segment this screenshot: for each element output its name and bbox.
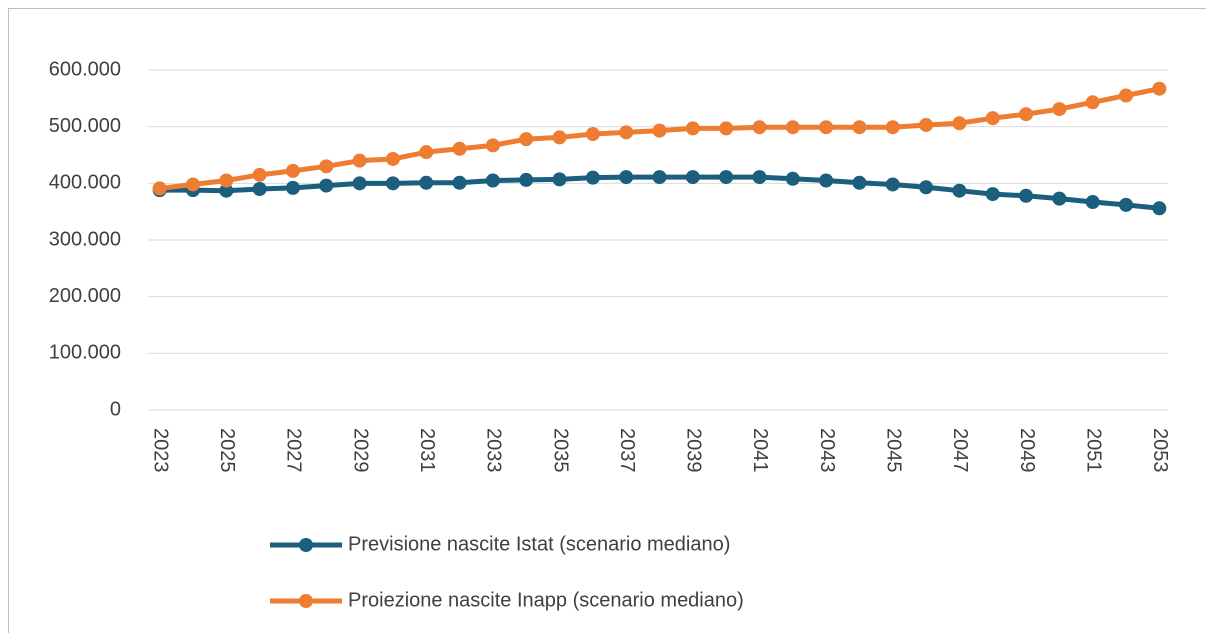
series-marker [1052, 191, 1067, 206]
series-marker [952, 116, 967, 131]
series-marker [285, 180, 300, 195]
series-marker [219, 183, 234, 198]
series-marker [919, 180, 934, 195]
series-marker [619, 170, 634, 185]
series-marker [585, 127, 600, 142]
series-marker [1119, 197, 1134, 212]
series-marker [852, 175, 867, 190]
y-tick-label: 500.000 [49, 115, 121, 137]
x-tick-label: 2039 [683, 428, 705, 473]
legend-label: Proiezione nascite Inapp (scenario media… [348, 589, 744, 611]
y-tick-label: 200.000 [49, 285, 121, 307]
series-marker [485, 138, 500, 153]
series-marker [419, 145, 434, 160]
series-marker [519, 132, 534, 147]
series-marker [352, 153, 367, 168]
x-tick-label: 2025 [216, 428, 238, 473]
series-marker [519, 172, 534, 187]
series-marker [419, 175, 434, 190]
series-marker [452, 141, 467, 156]
series-marker [352, 176, 367, 191]
x-tick-label: 2049 [1016, 428, 1038, 473]
series-marker [685, 170, 700, 185]
series-marker [585, 170, 600, 185]
x-tick-label: 2041 [749, 428, 771, 473]
x-tick-label: 2037 [616, 428, 638, 473]
legend-marker [299, 538, 313, 552]
x-tick-label: 2045 [882, 428, 904, 473]
series-marker [819, 120, 834, 135]
series-marker [985, 187, 1000, 202]
series-marker [619, 125, 634, 140]
series-marker [1152, 81, 1167, 96]
series-marker [985, 111, 1000, 126]
x-tick-label: 2023 [149, 428, 171, 473]
series-marker [1152, 201, 1167, 216]
x-tick-label: 2033 [483, 428, 505, 473]
series-marker [552, 130, 567, 145]
y-tick-label: 0 [110, 398, 121, 420]
series-marker [1019, 107, 1034, 122]
chart-frame [8, 8, 1206, 633]
x-tick-label: 2031 [416, 428, 438, 473]
series-marker [452, 175, 467, 190]
x-tick-label: 2047 [949, 428, 971, 473]
x-tick-label: 2027 [283, 428, 305, 473]
series-marker [719, 170, 734, 185]
series-marker [885, 177, 900, 192]
series-marker [319, 178, 334, 193]
series-marker [919, 117, 934, 132]
series-marker [952, 183, 967, 198]
series-marker [552, 172, 567, 187]
series-marker [1052, 102, 1067, 117]
y-tick-label: 600.000 [49, 58, 121, 80]
x-tick-label: 2035 [549, 428, 571, 473]
x-tick-label: 2051 [1082, 428, 1104, 473]
series-marker [785, 120, 800, 135]
series-marker [752, 120, 767, 135]
x-tick-label: 2043 [816, 428, 838, 473]
x-tick-label: 2053 [1149, 428, 1171, 473]
series-marker [219, 173, 234, 188]
legend-marker [299, 594, 313, 608]
y-tick-label: 300.000 [49, 228, 121, 250]
series-marker [152, 181, 167, 196]
series-marker [385, 151, 400, 166]
series-marker [785, 171, 800, 186]
series-marker [285, 163, 300, 178]
series-marker [252, 182, 267, 196]
series-marker [1019, 188, 1034, 203]
series-marker [1085, 195, 1100, 210]
series-marker [652, 123, 667, 138]
series-marker [1085, 95, 1100, 110]
series-marker [685, 121, 700, 136]
series-marker [319, 159, 334, 174]
series-marker [485, 173, 500, 188]
x-tick-label: 2029 [349, 428, 371, 473]
series-marker [719, 121, 734, 136]
series-marker [819, 173, 834, 188]
series-marker [885, 120, 900, 135]
y-tick-label: 400.000 [49, 172, 121, 194]
legend-label: Previsione nascite Istat (scenario media… [348, 533, 730, 555]
series-marker [252, 167, 267, 182]
series-marker [385, 176, 400, 191]
y-tick-label: 100.000 [49, 342, 121, 364]
series-marker [185, 177, 200, 192]
series-marker [852, 120, 867, 135]
series-marker [1119, 88, 1134, 103]
series-marker [752, 170, 767, 185]
series-marker [652, 170, 667, 185]
